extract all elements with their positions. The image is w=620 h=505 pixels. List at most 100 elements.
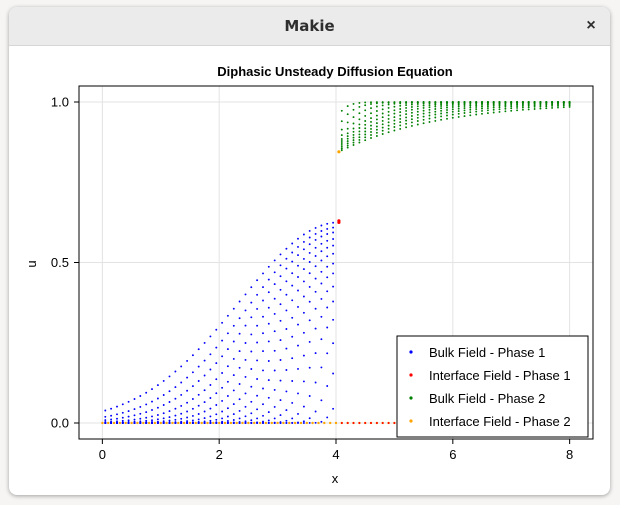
bulk-phase-1-point xyxy=(104,415,107,418)
bulk-phase-2-point xyxy=(352,139,355,142)
bulk-phase-2-point xyxy=(399,114,402,117)
bulk-phase-2-point xyxy=(428,121,431,123)
bulk-phase-1-point xyxy=(250,368,253,370)
bulk-phase-2-point xyxy=(422,122,425,125)
bulk-phase-2-point xyxy=(393,116,396,119)
bulk-phase-1-point xyxy=(162,394,165,396)
bulk-phase-2-point xyxy=(416,123,419,126)
bulk-phase-1-point xyxy=(256,293,259,296)
interface-phase-1-point xyxy=(340,422,343,424)
bulk-phase-2-point xyxy=(381,116,384,119)
bulk-phase-1-point xyxy=(203,341,206,344)
bulk-phase-1-point xyxy=(156,397,159,400)
bulk-phase-1-point xyxy=(197,393,200,396)
bulk-phase-1-point xyxy=(168,422,171,424)
bulk-phase-1-point xyxy=(203,374,206,377)
bulk-phase-1-point xyxy=(221,355,224,358)
bulk-phase-1-point xyxy=(209,419,212,422)
bulk-phase-2-point xyxy=(370,117,372,120)
interface-phase-2-point xyxy=(241,421,244,425)
bulk-phase-2-point xyxy=(469,106,472,109)
bulk-phase-2-point xyxy=(405,101,408,103)
bulk-phase-2-point xyxy=(422,115,425,118)
bulk-phase-2-point xyxy=(457,101,460,103)
bulk-phase-1-point xyxy=(320,338,323,341)
bulk-phase-1-point xyxy=(297,367,299,370)
bulk-phase-1-point xyxy=(332,407,335,410)
bulk-phase-2-point xyxy=(486,109,489,112)
bulk-phase-1-point xyxy=(180,412,183,415)
bulk-phase-1-point xyxy=(256,417,259,420)
interface-phase-2-point xyxy=(299,421,303,425)
bulk-phase-1-point xyxy=(297,323,299,326)
bulk-phase-2-point xyxy=(562,101,565,103)
bulk-phase-1-point xyxy=(326,352,329,355)
bulk-phase-1-point xyxy=(279,399,282,402)
interface-phase-2-point xyxy=(194,421,197,425)
legend-marker xyxy=(409,373,413,377)
bulk-phase-2-point xyxy=(557,106,559,109)
bulk-phase-1-point xyxy=(104,409,107,412)
diffusion-chart: Diphasic Unsteady Diffusion Equation x u… xyxy=(24,64,594,486)
bulk-phase-1-point xyxy=(279,422,282,424)
bulk-phase-1-point xyxy=(244,309,247,312)
bulk-phase-2-point xyxy=(387,110,390,113)
bulk-phase-1-point xyxy=(279,379,282,382)
bulk-phase-1-point xyxy=(297,237,299,240)
bulk-phase-2-point xyxy=(440,109,443,112)
bulk-phase-1-point xyxy=(168,416,171,419)
bulk-phase-1-point xyxy=(297,254,299,257)
bulk-phase-1-point xyxy=(238,422,241,424)
bulk-phase-1-point xyxy=(267,379,270,382)
bulk-phase-1-point xyxy=(320,282,323,285)
bulk-phase-2-point xyxy=(492,104,495,107)
bulk-phase-2-point xyxy=(422,112,425,115)
bulk-phase-1-point xyxy=(267,396,270,399)
bulk-phase-2-point xyxy=(498,110,501,113)
bulk-phase-2-point xyxy=(340,143,343,146)
bulk-phase-1-point xyxy=(302,268,305,271)
bulk-phase-1-point xyxy=(191,385,194,388)
bulk-phase-1-point xyxy=(197,365,200,368)
bulk-phase-1-point xyxy=(116,413,118,416)
bulk-phase-1-point xyxy=(221,399,224,402)
bulk-phase-2-point xyxy=(381,133,384,135)
bulk-phase-1-point xyxy=(121,403,124,406)
bulk-phase-2-point xyxy=(475,106,478,108)
legend-marker xyxy=(409,419,413,423)
bulk-phase-1-point xyxy=(139,412,142,415)
bulk-phase-2-point xyxy=(457,103,460,106)
bulk-phase-1-point xyxy=(297,422,299,424)
bulk-phase-2-point xyxy=(510,109,513,112)
bulk-phase-1-point xyxy=(267,322,270,325)
bulk-phase-1-point xyxy=(215,404,218,406)
close-icon[interactable]: × xyxy=(586,17,596,34)
title-bar: Makie × xyxy=(9,7,610,46)
interface-phase-2-point xyxy=(124,421,127,425)
bulk-phase-2-point xyxy=(475,110,478,113)
bulk-phase-2-point xyxy=(481,101,483,103)
bulk-phase-1-point xyxy=(332,244,335,247)
bulk-phase-1-point xyxy=(291,260,294,263)
bulk-phase-2-point xyxy=(516,101,519,103)
bulk-phase-1-point xyxy=(279,319,282,322)
bulk-phase-2-point xyxy=(451,110,454,113)
bulk-phase-2-point xyxy=(557,101,559,103)
interface-phase-2-point xyxy=(159,421,162,425)
bulk-phase-2-point xyxy=(375,135,378,137)
bulk-phase-1-point xyxy=(273,422,276,424)
bulk-phase-2-point xyxy=(510,107,513,110)
bulk-phase-2-point xyxy=(551,104,554,107)
bulk-phase-1-point xyxy=(285,257,288,260)
bulk-phase-1-point xyxy=(332,272,335,275)
bulk-phase-1-point xyxy=(209,397,212,399)
bulk-phase-1-point xyxy=(256,359,259,362)
bulk-phase-1-point xyxy=(256,279,259,282)
bulk-phase-2-point xyxy=(393,119,396,122)
bulk-phase-1-point xyxy=(291,299,294,302)
bulk-phase-2-point xyxy=(416,110,419,113)
bulk-phase-1-point xyxy=(180,417,183,420)
bulk-phase-2-point xyxy=(469,104,472,107)
bulk-phase-1-point xyxy=(320,230,323,232)
bulk-phase-1-point xyxy=(297,245,299,248)
